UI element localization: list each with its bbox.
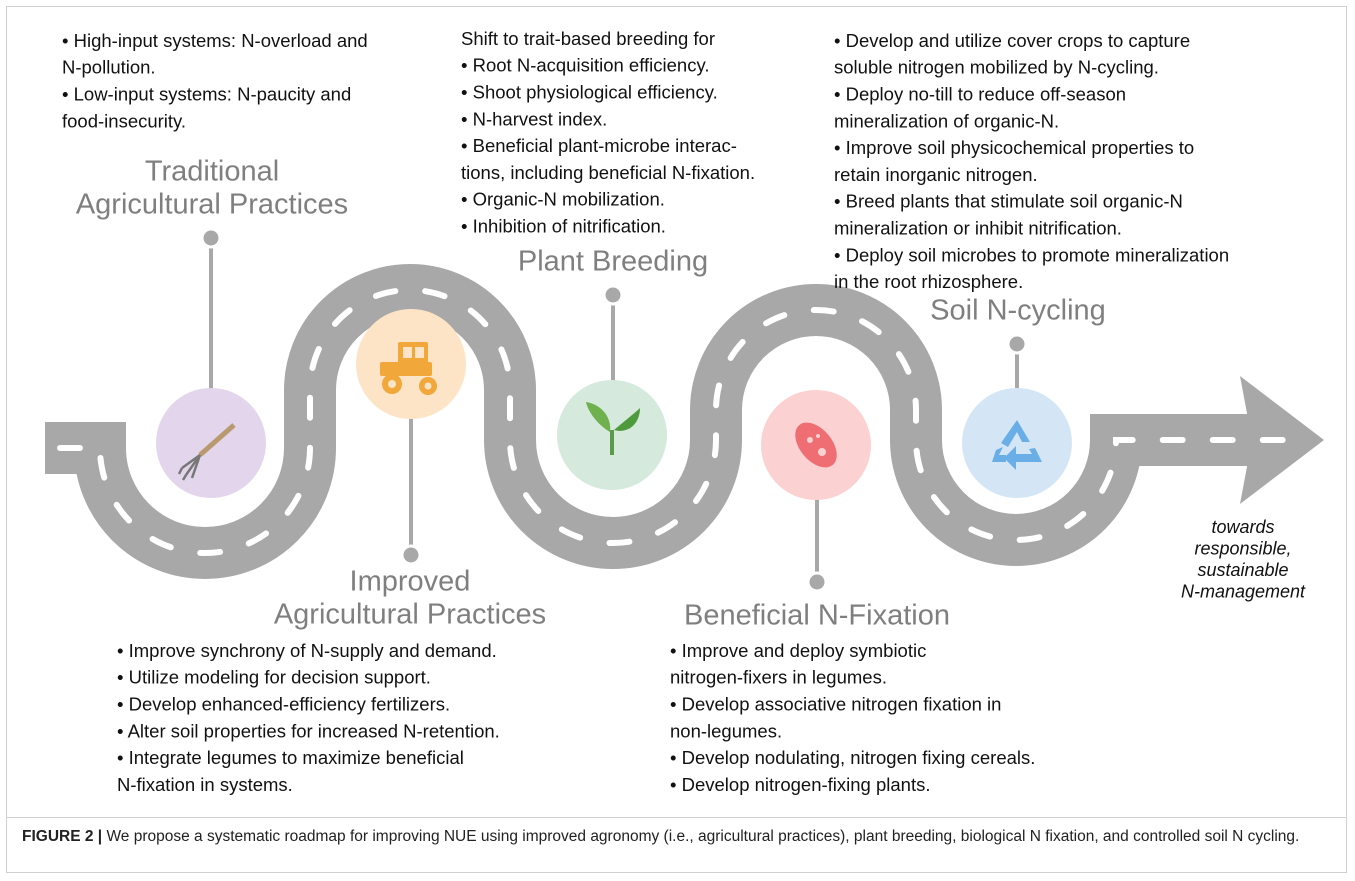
destination-text: N-management [1181,581,1306,601]
stage-text: mineralization or inhibit nitrification. [834,217,1122,238]
stage-text: • Alter soil properties for increased N-… [117,720,500,741]
stage-text: nitrogen-fixers in legumes. [670,667,887,688]
stage-text: • Develop associative nitrogen fixation … [670,693,1001,714]
stage-text: N-pollution. [62,57,156,78]
pin-dot [402,546,420,564]
stage-text: • Improve and deploy symbiotic [670,640,926,661]
stage-title: Soil N-cycling [930,295,1106,327]
stage-text: • Organic-N mobilization. [461,189,665,210]
stage-text: • Develop nitrogen-fixing plants. [670,774,930,795]
stage-circle [962,388,1072,498]
stage-text: N-fixation in systems. [117,774,293,795]
stage-title: Agricultural Practices [274,599,546,631]
stage-text: retain inorganic nitrogen. [834,164,1038,185]
stage-text: • Develop enhanced-efficiency fertilizer… [117,693,450,714]
stage-title: Plant Breeding [518,246,708,278]
stage-text: • Low-input systems: N-paucity and [62,83,351,104]
page: TraditionalAgricultural Practices• High-… [0,0,1355,881]
stage-text: soluble nitrogen mobilized by N-cycling. [834,57,1159,78]
stage-title: Improved [350,566,471,598]
stage-text: • N-harvest index. [461,108,607,129]
stage-text: • Develop nodulating, nitrogen fixing ce… [670,747,1035,768]
stage-text: • Root N-acquisition efficiency. [461,55,709,76]
stage-text: • Integrate legumes to maximize benefici… [117,747,464,768]
stage-title: Agricultural Practices [76,189,348,221]
stage-text: in the root rhizosphere. [834,271,1023,292]
stage-text: food-insecurity. [62,110,186,131]
pin-dot [604,286,622,304]
stage-text: • Deploy soil microbes to promote minera… [834,244,1229,265]
stage-text: • Utilize modeling for decision support. [117,667,431,688]
stage-text: • Develop and utilize cover crops to cap… [834,30,1190,51]
pin-dot [1008,335,1026,353]
destination-text: towards [1211,517,1274,537]
stage-text: • High-input systems: N-overload and [62,30,368,51]
stage-text: mineralization of organic-N. [834,110,1059,131]
caption-label: FIGURE 2 | [22,828,102,845]
stage-text: • Deploy no-till to reduce off-season [834,83,1126,104]
caption-text: We propose a systematic roadmap for impr… [106,828,1299,845]
stage-text: Shift to trait-based breeding for [461,28,715,49]
stage-title: Traditional [145,156,279,188]
stage-text: • Beneficial plant-microbe interac- [461,135,737,156]
destination-text: sustainable [1197,560,1288,580]
pin-dot [808,573,826,591]
stage-text: • Breed plants that stimulate soil organ… [834,191,1183,212]
caption: FIGURE 2 | We propose a systematic roadm… [22,826,1332,847]
pin-dot [202,229,220,247]
stage-text: • Inhibition of nitrification. [461,215,666,236]
stage-text: non-legumes. [670,720,782,741]
stage-text: • Shoot physiological efficiency. [461,81,718,102]
stage-text: • Improve synchrony of N-supply and dema… [117,640,497,661]
stage-text: tions, including beneficial N-fixation. [461,162,755,183]
separator [6,817,1347,818]
destination-text: responsible, [1194,538,1291,558]
stage-text: • Improve soil physicochemical propertie… [834,137,1194,158]
stage-title: Beneficial N-Fixation [684,600,950,632]
